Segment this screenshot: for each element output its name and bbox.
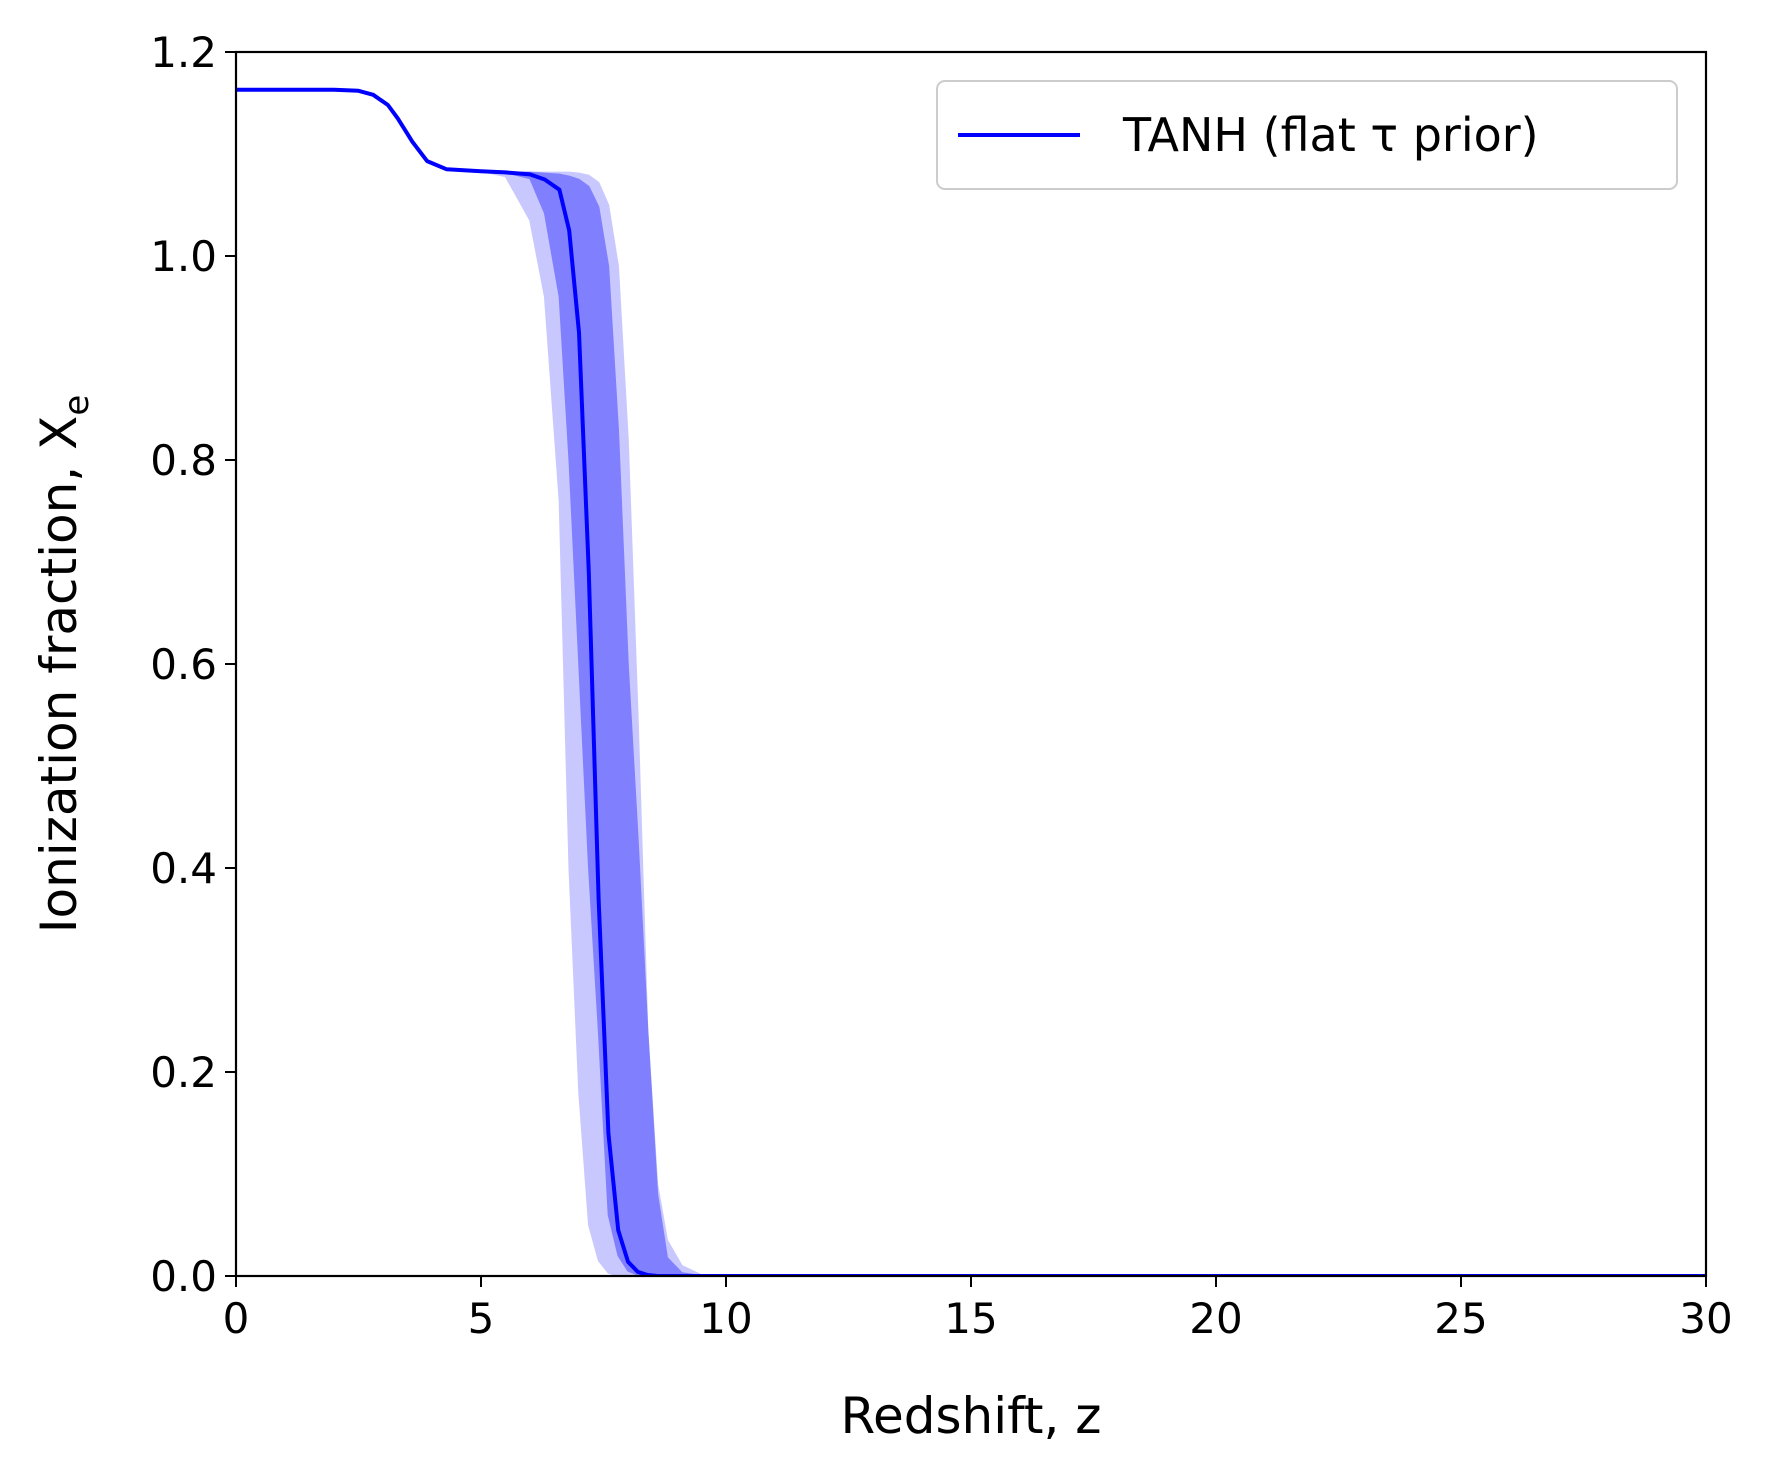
x-tick-label: 0 xyxy=(223,1294,250,1343)
y-axis-label-subscript: e xyxy=(57,395,97,416)
y-tick-label: 1.0 xyxy=(150,232,217,281)
legend-box xyxy=(936,80,1678,190)
x-tick-label: 25 xyxy=(1434,1294,1487,1343)
legend: TANH (flat τ prior) xyxy=(936,80,1678,190)
axis-ticks: 0 5 10 15 20 25 30 0.0 0.2 0.4 0.6 0.8 1.0 1.2 xyxy=(150,28,1733,1343)
y-axis-label: Ionization fraction, Xe xyxy=(30,395,97,934)
x-tick-label: 5 xyxy=(468,1294,495,1343)
y-tick-label: 0.2 xyxy=(150,1048,217,1097)
x-tick-label: 30 xyxy=(1679,1294,1732,1343)
legend-label: TANH (flat τ prior) xyxy=(1122,108,1539,162)
x-tick-label: 10 xyxy=(699,1294,752,1343)
x-axis-label: Redshift, z xyxy=(841,1387,1102,1445)
y-axis-label-text: Ionization fraction, X xyxy=(30,416,88,934)
y-tick-label: 0.8 xyxy=(150,436,217,485)
y-tick-label: 0.6 xyxy=(150,640,217,689)
y-tick-label: 0.4 xyxy=(150,844,217,893)
x-tick-label: 20 xyxy=(1189,1294,1242,1343)
plot-area xyxy=(236,87,1706,1276)
x-tick-label: 15 xyxy=(944,1294,997,1343)
y-tick-label: 0.0 xyxy=(150,1252,217,1301)
y-tick-label: 1.2 xyxy=(150,28,217,77)
